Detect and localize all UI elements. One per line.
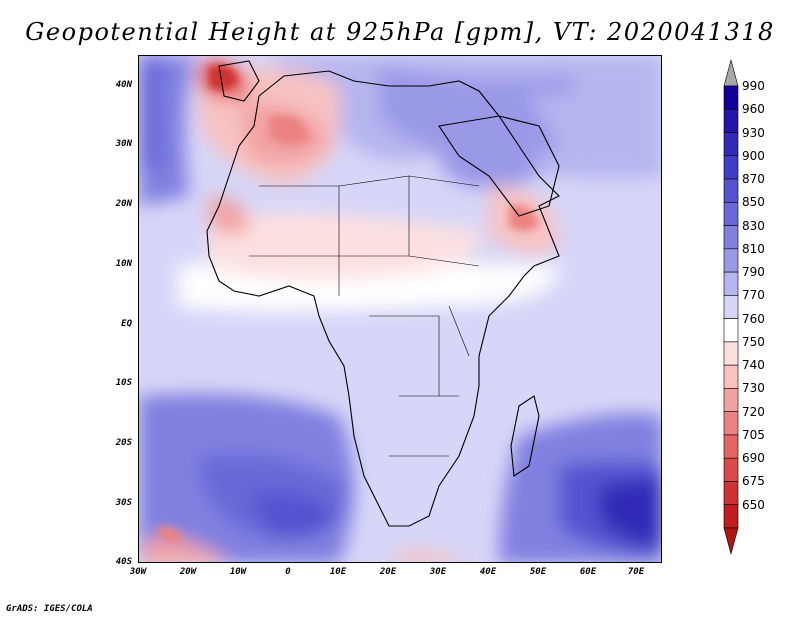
map-panel[interactable] — [138, 55, 662, 563]
lon-label: 20W — [179, 567, 197, 577]
colorbar-swatch — [723, 364, 739, 389]
colorbar-swatch — [723, 225, 739, 250]
colorbar-swatch — [723, 318, 739, 343]
country-borders — [249, 175, 480, 457]
lon-label: 30E — [429, 567, 447, 577]
colorbar-over-arrow — [723, 58, 739, 87]
lon-label: 30W — [129, 567, 147, 577]
colorbar-tick-label: 850 — [742, 195, 765, 210]
colorbar — [723, 58, 739, 556]
colorbar-tick-label: 705 — [742, 427, 765, 442]
colorbar-tick-label: 900 — [742, 148, 765, 163]
lon-label: 10W — [229, 567, 247, 577]
credit-text: GrADS: IGES/COLA — [6, 604, 93, 614]
colorbar-swatch — [723, 108, 739, 133]
colorbar-tick-label: 960 — [742, 102, 765, 117]
lon-label: 10E — [329, 567, 347, 577]
colorbar-swatch — [723, 248, 739, 273]
colorbar-tick-label: 770 — [742, 288, 765, 303]
lat-label: 30N — [115, 139, 132, 149]
colorbar-tick-label: 830 — [742, 218, 765, 233]
colorbar-tick-label: 650 — [742, 497, 765, 512]
colorbar-swatch — [723, 457, 739, 482]
lon-label: 0 — [285, 567, 291, 577]
lon-label: 60E — [579, 567, 597, 577]
lat-label: 40N — [115, 80, 132, 90]
lat-label: 20S — [115, 438, 132, 448]
colorbar-swatch — [723, 178, 739, 203]
colorbar-swatch — [723, 202, 739, 226]
lon-label: 20E — [379, 567, 397, 577]
lon-label: 70E — [627, 567, 645, 577]
colorbar-under-arrow — [723, 527, 739, 556]
colorbar-tick-label: 810 — [742, 241, 765, 256]
lon-label: 50E — [529, 567, 547, 577]
coastlines — [206, 60, 560, 527]
lat-label: 10N — [115, 259, 132, 269]
colorbar-swatch — [723, 155, 739, 180]
colorbar-swatch — [723, 85, 739, 110]
colorbar-tick-label: 930 — [742, 125, 765, 140]
colorbar-swatch — [723, 388, 739, 412]
colorbar-tick-label: 870 — [742, 172, 765, 187]
colorbar-tick-label: 760 — [742, 311, 765, 326]
colorbar-swatch — [723, 481, 739, 506]
lon-label: 40E — [479, 567, 497, 577]
colorbar-swatch — [723, 411, 739, 436]
colorbar-tick-label: 720 — [742, 404, 765, 419]
colorbar-swatch — [723, 341, 739, 366]
lat-label: EQ — [121, 319, 132, 329]
colorbar-tick-label: 790 — [742, 265, 765, 280]
colorbar-swatch — [723, 434, 739, 459]
colorbar-swatch — [723, 271, 739, 296]
colorbar-tick-label: 730 — [742, 381, 765, 396]
lat-label: 20N — [115, 199, 132, 209]
lat-label: 30S — [115, 498, 132, 508]
colorbar-tick-label: 690 — [742, 451, 765, 466]
lat-label: 40S — [115, 557, 132, 567]
lat-label: 10S — [115, 378, 132, 388]
colorbar-swatch — [723, 132, 739, 157]
map-title: Geopotential Height at 925hPa [gpm], VT:… — [25, 18, 775, 46]
colorbar-tick-label: 675 — [742, 474, 765, 489]
colorbar-swatch — [723, 295, 739, 319]
colorbar-tick-label: 740 — [742, 358, 765, 373]
contour-field — [139, 56, 661, 562]
colorbar-swatch — [723, 504, 739, 529]
colorbar-tick-label: 750 — [742, 334, 765, 349]
colorbar-tick-label: 990 — [742, 79, 765, 93]
